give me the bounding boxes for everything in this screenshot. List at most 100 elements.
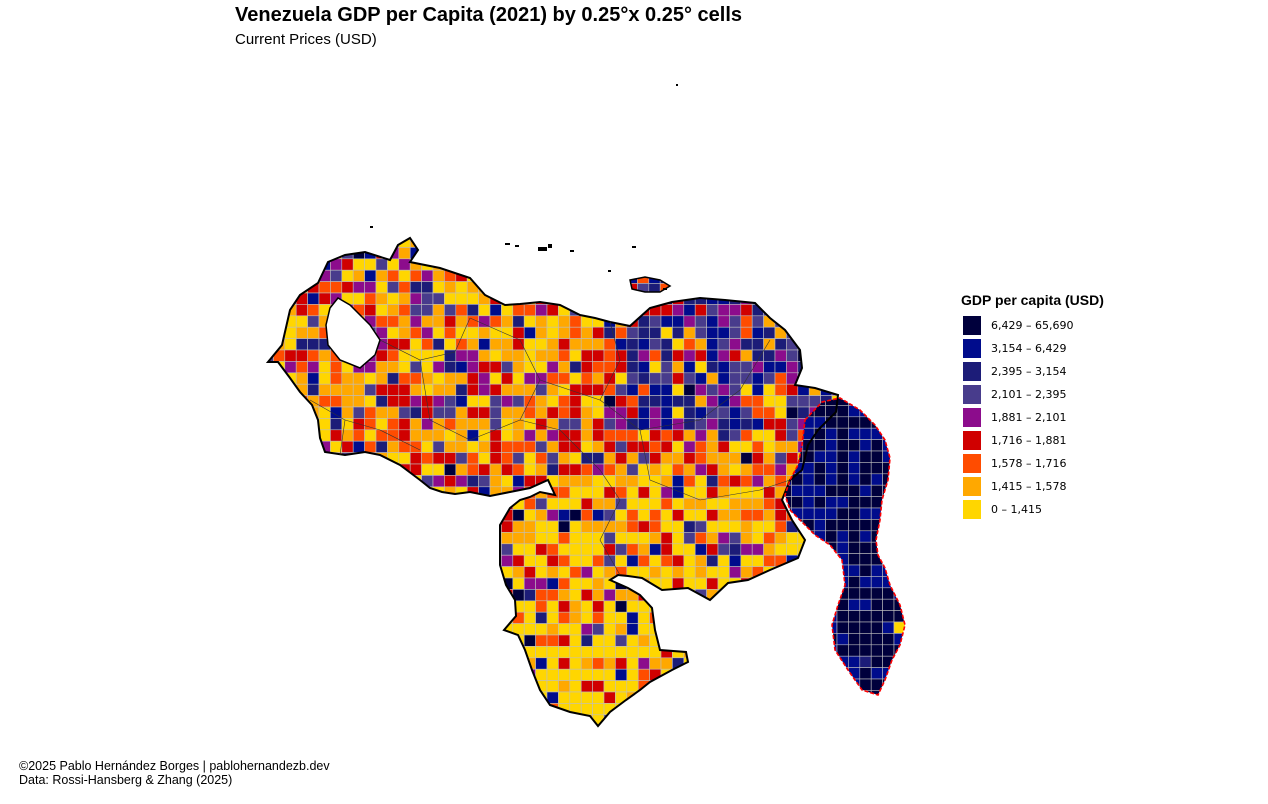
gdp-cell bbox=[466, 611, 479, 624]
gdp-cell bbox=[683, 326, 696, 339]
gdp-cell bbox=[398, 543, 411, 556]
gdp-cell bbox=[763, 326, 776, 339]
gdp-cell bbox=[421, 611, 434, 624]
gdp-cell bbox=[603, 497, 616, 510]
gdp-cell bbox=[694, 247, 707, 260]
gdp-cell bbox=[558, 281, 571, 294]
gdp-cell bbox=[763, 520, 776, 533]
gdp-cell bbox=[660, 532, 673, 545]
gdp-cell bbox=[307, 326, 320, 339]
gdp-cell bbox=[387, 304, 400, 317]
gdp-cell bbox=[478, 520, 491, 533]
gdp-cell bbox=[683, 497, 696, 510]
gdp-cell bbox=[729, 281, 742, 294]
gdp-cell bbox=[421, 520, 434, 533]
gdp-cell bbox=[848, 496, 861, 509]
gdp-cell bbox=[352, 463, 365, 476]
gdp-cell bbox=[626, 406, 639, 419]
gdp-cell bbox=[580, 440, 593, 453]
gdp-cell bbox=[535, 554, 548, 567]
gdp-cell bbox=[268, 452, 274, 465]
gdp-cell bbox=[268, 634, 274, 647]
gdp-cell bbox=[352, 714, 365, 726]
gdp-cell bbox=[893, 462, 905, 475]
gdp-cell bbox=[558, 452, 571, 465]
gdp-cell bbox=[501, 349, 514, 362]
gdp-cell bbox=[694, 680, 707, 693]
gdp-cell bbox=[706, 315, 719, 328]
gdp-cell bbox=[421, 543, 434, 556]
gdp-cell bbox=[444, 258, 457, 271]
gdp-cell bbox=[455, 703, 468, 716]
gdp-cell bbox=[398, 657, 411, 670]
gdp-cell bbox=[432, 372, 445, 385]
gdp-cell bbox=[307, 238, 320, 248]
gdp-cell bbox=[683, 452, 696, 465]
gdp-cell bbox=[307, 372, 320, 385]
gdp-cell bbox=[512, 554, 525, 567]
gdp-cell bbox=[740, 509, 753, 522]
gdp-cell bbox=[694, 668, 707, 681]
gdp-cell bbox=[791, 678, 804, 691]
gdp-cell bbox=[660, 338, 673, 351]
gdp-cell bbox=[706, 395, 719, 408]
gdp-cell bbox=[535, 304, 548, 317]
gdp-cell bbox=[649, 372, 662, 385]
gdp-cell bbox=[523, 326, 536, 339]
gdp-cell bbox=[352, 269, 365, 282]
gdp-cell bbox=[820, 589, 833, 602]
gdp-cell bbox=[432, 600, 445, 613]
gdp-cell bbox=[444, 634, 457, 647]
gdp-cell bbox=[660, 634, 673, 647]
gdp-cell bbox=[626, 395, 639, 408]
gdp-cell bbox=[820, 566, 833, 579]
gdp-cell bbox=[740, 395, 753, 408]
gdp-cell bbox=[740, 463, 753, 476]
gdp-cell bbox=[706, 509, 719, 522]
gdp-cell bbox=[797, 304, 810, 317]
gdp-cell bbox=[375, 691, 388, 704]
gdp-cell bbox=[352, 383, 365, 396]
gdp-cell bbox=[786, 429, 799, 442]
gdp-cell bbox=[786, 269, 799, 282]
gdp-cell bbox=[546, 395, 559, 408]
gdp-cell bbox=[273, 520, 286, 533]
gdp-cell bbox=[820, 349, 833, 362]
gdp-cell bbox=[398, 304, 411, 317]
gdp-cell bbox=[409, 486, 422, 499]
gdp-cell bbox=[364, 532, 377, 545]
gdp-cell bbox=[694, 463, 707, 476]
gdp-cell bbox=[831, 725, 838, 726]
gdp-cell bbox=[729, 589, 742, 602]
gdp-cell bbox=[672, 383, 685, 396]
gdp-cell bbox=[603, 600, 616, 613]
gdp-cell bbox=[580, 680, 593, 693]
gdp-cell bbox=[501, 281, 514, 294]
gdp-cell bbox=[295, 349, 308, 362]
gdp-cell bbox=[683, 532, 696, 545]
gdp-cell bbox=[694, 520, 707, 533]
gdp-cell bbox=[774, 349, 787, 362]
gdp-cell bbox=[649, 383, 662, 396]
gdp-cell bbox=[409, 440, 422, 453]
gdp-cell bbox=[802, 655, 815, 668]
gdp-cell bbox=[387, 372, 400, 385]
gdp-cell bbox=[375, 714, 388, 726]
gdp-cell bbox=[882, 507, 895, 520]
gdp-cell bbox=[592, 406, 605, 419]
gdp-cell bbox=[848, 405, 861, 418]
gdp-cell bbox=[284, 247, 297, 260]
gdp-cell bbox=[273, 304, 286, 317]
gdp-cell bbox=[740, 281, 753, 294]
gdp-cell bbox=[268, 418, 274, 431]
gdp-cell bbox=[444, 703, 457, 716]
gdp-cell bbox=[535, 269, 548, 282]
gdp-cell bbox=[831, 577, 838, 590]
gdp-cell bbox=[592, 383, 605, 396]
gdp-cell bbox=[307, 292, 320, 305]
gdp-cell bbox=[802, 690, 815, 695]
gdp-cell bbox=[432, 554, 445, 567]
gdp-cell bbox=[558, 315, 571, 328]
gdp-cell bbox=[740, 418, 753, 431]
gdp-cell bbox=[375, 258, 388, 271]
